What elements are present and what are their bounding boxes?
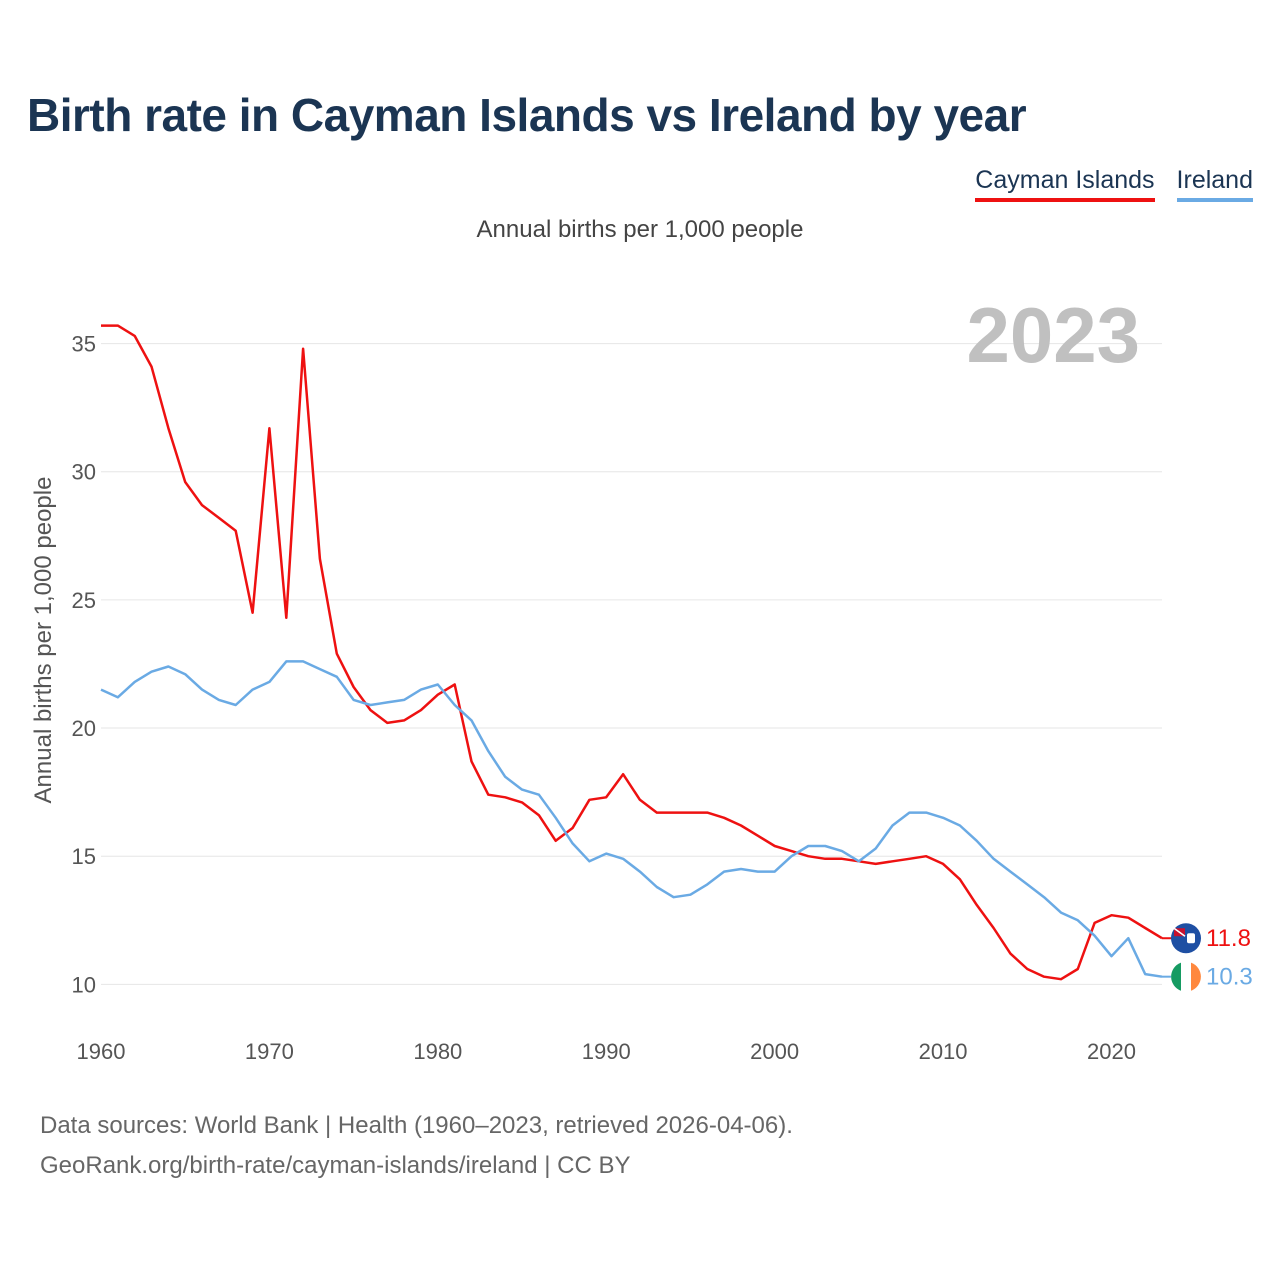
legend-item-cayman-islands[interactable]: Cayman Islands <box>975 166 1155 202</box>
line-chart: 10 15 20 25 30 35 1960 1970 1980 1990 2000 2010 2020… <box>30 291 1253 1064</box>
x-tick-label: 1990 <box>582 1039 631 1064</box>
y-tick-label: 25 <box>72 588 96 613</box>
x-tick-label: 2010 <box>919 1039 968 1064</box>
source-line-2[interactable]: GeoRank.org/birth-rate/cayman-islands/ir… <box>40 1152 631 1179</box>
y-tick-label: 20 <box>72 716 96 741</box>
flag-crest <box>1187 933 1195 944</box>
y-tick-label: 30 <box>72 460 96 485</box>
y-axis-label: Annual births per 1,000 people <box>30 477 57 804</box>
end-value-label-ireland: 10.3 <box>1206 964 1253 991</box>
legend-item-ireland[interactable]: Ireland <box>1176 166 1253 202</box>
chart-title: Birth rate in Cayman Islands vs Ireland … <box>27 89 1027 141</box>
series-line-ireland[interactable] <box>100 660 1163 978</box>
cayman-islands-flag-icon <box>1171 923 1201 954</box>
end-value-label-cayman-islands: 11.8 <box>1206 925 1251 952</box>
x-tick-label: 2020 <box>1087 1039 1136 1064</box>
x-tick-label: 1980 <box>413 1039 462 1064</box>
x-tick-label: 2000 <box>750 1039 799 1064</box>
flag-green-band <box>1171 962 1181 991</box>
y-tick-label: 35 <box>72 332 96 357</box>
year-label: 2023 <box>966 291 1140 379</box>
series-line-cayman-islands[interactable] <box>101 324 1163 981</box>
legend: Cayman Islands Ireland <box>975 166 1253 202</box>
y-tick-label: 10 <box>72 972 96 997</box>
chart-subtitle: Annual births per 1,000 people <box>476 216 804 243</box>
x-tick-label: 1970 <box>245 1039 294 1064</box>
y-tick-label: 15 <box>72 844 96 869</box>
source-line-1: Data sources: World Bank | Health (1960–… <box>40 1112 793 1139</box>
x-tick-label: 1960 <box>77 1039 126 1064</box>
source-note: Data sources: World Bank | Health (1960–… <box>40 1106 793 1186</box>
flag-orange-band <box>1191 962 1201 991</box>
flag-union-jack-stripe <box>1173 927 1186 937</box>
